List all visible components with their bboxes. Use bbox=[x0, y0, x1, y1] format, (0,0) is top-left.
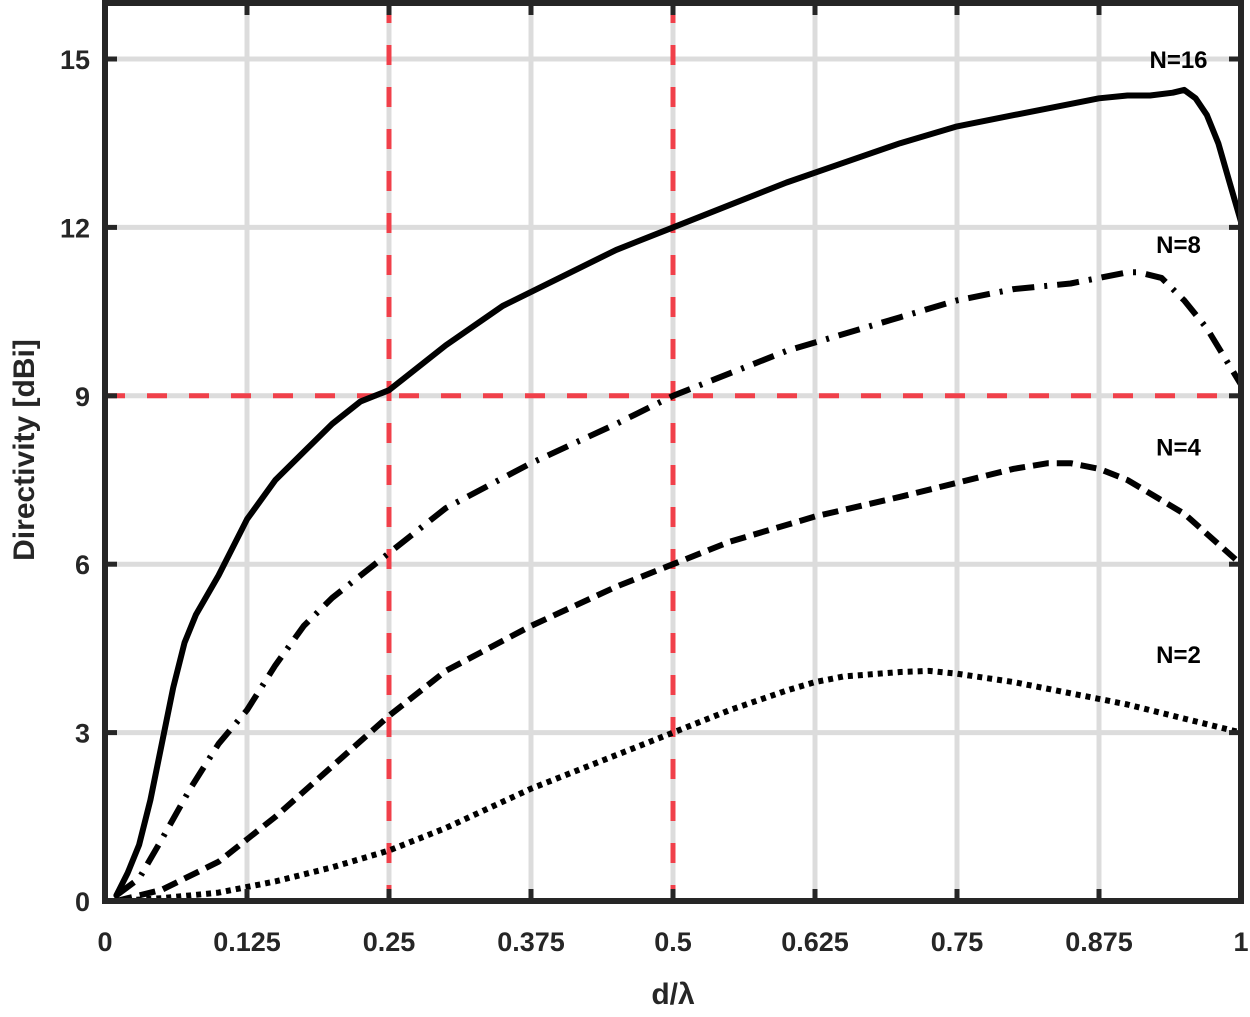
axes bbox=[102, 0, 1244, 904]
series-label: N=4 bbox=[1156, 434, 1201, 461]
series-line-n-16 bbox=[113, 86, 1244, 899]
x-axis-label: d/λ bbox=[651, 978, 695, 1011]
y-tick-label: 3 bbox=[75, 719, 90, 749]
y-tick-label: 15 bbox=[60, 45, 90, 75]
x-tick-label: 0.375 bbox=[497, 927, 565, 957]
x-tick-label: 0.875 bbox=[1065, 927, 1133, 957]
x-tick-label: 0.25 bbox=[363, 927, 416, 957]
x-tick-label: 0.5 bbox=[654, 927, 692, 957]
series-line-n-8 bbox=[114, 269, 1244, 898]
y-tick-label: 12 bbox=[60, 213, 90, 243]
x-tick-label: 0.625 bbox=[781, 927, 849, 957]
series-line-n-4 bbox=[115, 460, 1243, 904]
series-label: N=8 bbox=[1156, 232, 1201, 259]
series-labels: N=16 N=8 N=4 N=2 bbox=[1149, 47, 1207, 669]
x-tick-label: 0.125 bbox=[213, 927, 281, 957]
y-tick-label: 9 bbox=[75, 382, 90, 412]
tick-labels: 0 0.125 0.25 0.375 0.5 0.625 0.75 0.875 1 0 3 6 9 12 1… bbox=[60, 45, 1249, 957]
x-tick-label: 0.75 bbox=[931, 927, 984, 957]
x-tick-label: 1 bbox=[1233, 927, 1248, 957]
x-tick-label: 0 bbox=[97, 927, 112, 957]
y-axis-label: Directivity [dBi] bbox=[8, 339, 41, 561]
data-series bbox=[113, 86, 1244, 904]
series-line-n-2 bbox=[116, 667, 1242, 904]
series-label: N=16 bbox=[1149, 47, 1207, 74]
series-label: N=2 bbox=[1156, 642, 1201, 669]
y-tick-label: 0 bbox=[75, 887, 90, 917]
y-tick-label: 6 bbox=[75, 550, 90, 580]
